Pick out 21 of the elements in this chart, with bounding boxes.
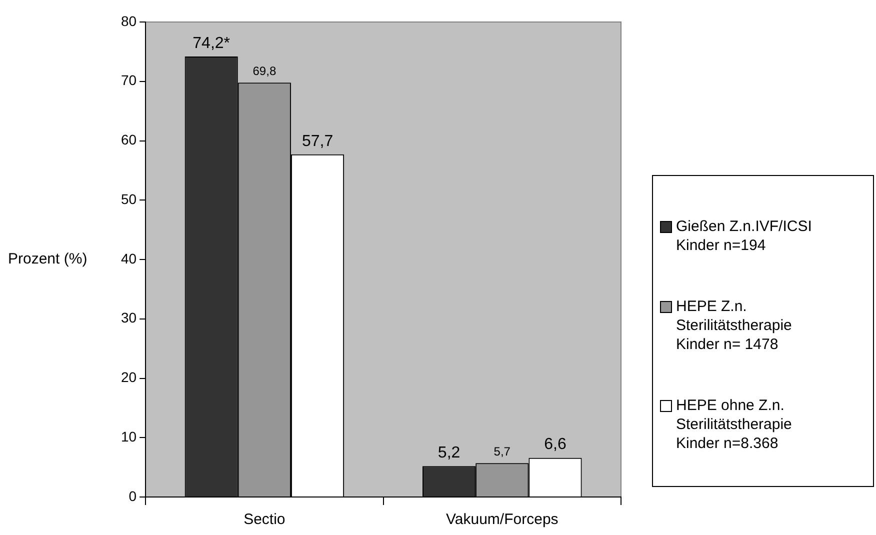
legend-label: Gießen Z.n.IVF/ICSI Kinder n=194 [676,217,813,255]
data-label: 57,7 [302,132,334,150]
y-axis-title: Prozent (%) [8,250,88,268]
y-tick-label: 40 [120,250,137,266]
data-label: 5,2 [438,444,460,462]
data-label: 69,8 [252,64,276,78]
data-label: 6,6 [544,436,566,454]
data-label: 74,2* [192,34,230,52]
x-tick-label: Vakuum/Forceps [446,511,558,528]
y-tick-label: 80 [120,12,137,29]
y-tick-label: 0 [128,488,137,504]
y-tick-label: 20 [120,369,137,386]
y-tick-label: 10 [120,428,137,444]
legend-label: HEPE ohne Z.n. Sterilitätstherapie Kinder n=8.368 [676,396,793,453]
y-tick-label: 70 [120,72,137,88]
legend-label: HEPE Z.n. Sterilitätstherapie Kinder n= 1478 [676,297,793,354]
y-tick-label: 50 [120,190,137,207]
x-tick-label: Sectio [244,511,286,528]
y-tick-label: 30 [120,310,137,326]
y-tick-label: 60 [120,132,137,148]
data-label: 5,7 [494,444,511,458]
